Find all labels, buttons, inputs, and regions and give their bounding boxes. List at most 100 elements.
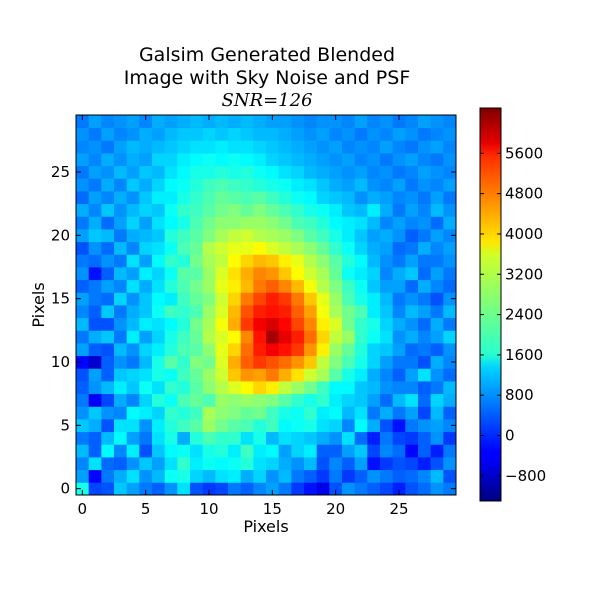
heatmap-cell: [253, 241, 267, 255]
heatmap-cell: [152, 115, 166, 129]
heatmap-cell: [164, 457, 178, 471]
heatmap-cell: [405, 178, 419, 192]
heatmap-cell: [354, 457, 368, 471]
heatmap-cell: [380, 267, 394, 281]
heatmap-cell: [126, 165, 140, 179]
heatmap-cell: [278, 229, 292, 243]
heatmap-cell: [101, 305, 115, 319]
heatmap-cells: [76, 115, 457, 496]
heatmap-cell: [126, 216, 140, 230]
heatmap-cell: [443, 355, 457, 369]
heatmap-cell: [367, 191, 381, 205]
heatmap-cell: [418, 267, 432, 281]
heatmap-cell: [114, 368, 128, 382]
heatmap-cell: [139, 292, 153, 306]
heatmap-cell: [253, 153, 267, 167]
heatmap-cell: [392, 330, 406, 344]
heatmap-cell: [114, 444, 128, 458]
heatmap-cell: [418, 419, 432, 433]
heatmap-cell: [380, 279, 394, 293]
heatmap-cell: [443, 469, 457, 483]
heatmap-cell: [114, 203, 128, 217]
heatmap-cell: [139, 191, 153, 205]
heatmap-cell: [88, 381, 102, 395]
heatmap-cell: [190, 393, 204, 407]
heatmap-cell: [88, 153, 102, 167]
heatmap-cell: [101, 457, 115, 471]
heatmap-cell: [316, 241, 330, 255]
heatmap-cell: [316, 330, 330, 344]
heatmap-cell: [253, 444, 267, 458]
heatmap-cell: [88, 305, 102, 319]
heatmap-cell: [139, 203, 153, 217]
heatmap-cell: [418, 457, 432, 471]
heatmap-cell: [354, 216, 368, 230]
heatmap-cell: [392, 444, 406, 458]
heatmap-cell: [88, 140, 102, 154]
heatmap-cell: [152, 343, 166, 357]
heatmap-cell: [76, 381, 90, 395]
heatmap-cell: [215, 241, 229, 255]
heatmap-cell: [190, 431, 204, 445]
heatmap-cell: [367, 267, 381, 281]
heatmap-cell: [228, 292, 242, 306]
heatmap-cell: [304, 140, 318, 154]
heatmap-cell: [88, 279, 102, 293]
heatmap-cell: [228, 343, 242, 357]
heatmap-cell: [405, 267, 419, 281]
heatmap-cell: [76, 292, 90, 306]
heatmap-cell: [240, 254, 254, 268]
heatmap-cell: [266, 343, 280, 357]
heatmap-cell: [164, 203, 178, 217]
heatmap-cell: [291, 178, 305, 192]
heatmap-cell: [164, 254, 178, 268]
heatmap-cell: [215, 178, 229, 192]
heatmap-cell: [190, 368, 204, 382]
heatmap-cell: [202, 317, 216, 331]
heatmap-cell: [430, 191, 444, 205]
y-axis-label: Pixels: [29, 282, 48, 327]
heatmap-cell: [202, 457, 216, 471]
heatmap-cell: [202, 203, 216, 217]
heatmap-cell: [114, 216, 128, 230]
heatmap-cell: [316, 127, 330, 141]
heatmap-cell: [278, 317, 292, 331]
heatmap-cell: [88, 330, 102, 344]
heatmap-cell: [202, 419, 216, 433]
x-tick-label: 25: [389, 500, 408, 518]
heatmap-cell: [278, 419, 292, 433]
heatmap-cell: [202, 153, 216, 167]
heatmap-cell: [228, 127, 242, 141]
heatmap-cell: [443, 444, 457, 458]
heatmap-cell: [329, 393, 343, 407]
heatmap-cell: [354, 229, 368, 243]
colorbar: [479, 107, 502, 502]
heatmap-cell: [76, 127, 90, 141]
heatmap-cell: [114, 279, 128, 293]
heatmap-cell: [367, 469, 381, 483]
heatmap-cell: [177, 229, 191, 243]
heatmap-cell: [76, 469, 90, 483]
heatmap-cell: [139, 431, 153, 445]
heatmap-cell: [291, 482, 305, 496]
heatmap-cell: [114, 127, 128, 141]
heatmap-cell: [329, 165, 343, 179]
heatmap-cell: [430, 330, 444, 344]
heatmap-cell: [367, 317, 381, 331]
heatmap-cell: [76, 267, 90, 281]
heatmap-cell: [240, 203, 254, 217]
heatmap-cell: [152, 279, 166, 293]
heatmap-cell: [253, 343, 267, 357]
heatmap-cell: [418, 254, 432, 268]
heatmap-cell: [190, 267, 204, 281]
heatmap-cell: [114, 343, 128, 357]
heatmap-cell: [430, 469, 444, 483]
heatmap-cell: [278, 203, 292, 217]
heatmap-cell: [190, 457, 204, 471]
heatmap-cell: [215, 165, 229, 179]
heatmap-cell: [329, 203, 343, 217]
heatmap-cell: [430, 343, 444, 357]
heatmap-cell: [443, 457, 457, 471]
heatmap-cell: [228, 444, 242, 458]
heatmap-cell: [329, 140, 343, 154]
